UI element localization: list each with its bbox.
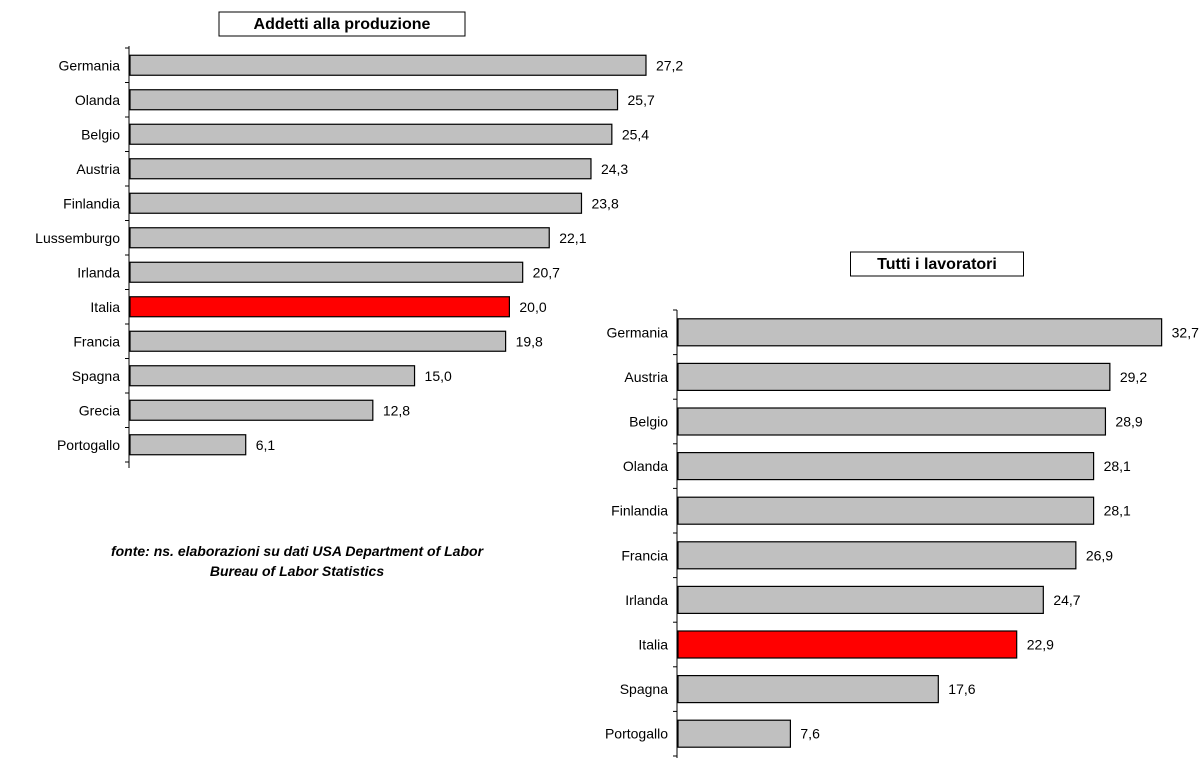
bar-spagna (677, 674, 939, 704)
bar-grecia (129, 399, 374, 421)
value-label-belgio: 28,9 (1115, 414, 1142, 430)
chart-title-box (218, 11, 466, 37)
value-label-finlandia: 23,8 (591, 195, 618, 211)
category-label-finlandia: Finlandia (611, 503, 668, 519)
bar-portogallo (677, 719, 792, 748)
category-label-lussemburgo: Lussemburgo (35, 230, 120, 246)
bar-spagna (129, 365, 416, 387)
category-label-spagna: Spagna (72, 368, 120, 384)
source-note-line-2: Bureau of Labor Statistics (209, 563, 385, 579)
category-label-francia: Francia (73, 333, 120, 349)
value-label-germania: 32,7 (1172, 324, 1199, 340)
category-label-austria: Austria (76, 161, 120, 177)
value-label-lussemburgo: 22,1 (559, 230, 586, 246)
value-label-austria: 24,3 (601, 161, 628, 177)
bar-italia (129, 296, 510, 318)
value-label-irlanda: 24,7 (1053, 592, 1080, 608)
source-note-line-1: fonte: ns. elaborazioni su dati USA Depa… (110, 543, 484, 559)
bar-francia (677, 541, 1077, 570)
bar-belgio (677, 407, 1107, 436)
bar-germania (677, 318, 1163, 347)
chart-title-box (850, 251, 1024, 277)
value-label-olanda: 28,1 (1104, 458, 1131, 474)
category-label-belgio: Belgio (629, 414, 668, 430)
bar-lussemburgo (129, 227, 550, 249)
category-label-portogallo: Portogallo (605, 726, 668, 742)
category-label-italia: Italia (638, 637, 668, 653)
chart-1: Addetti alla produzione Germania 27,2 Oland… (35, 11, 683, 468)
category-label-germania: Germania (59, 57, 121, 73)
category-label-spagna: Spagna (620, 681, 668, 697)
bar-italia (677, 630, 1018, 659)
value-label-italia: 22,9 (1027, 637, 1054, 653)
bar-portogallo (129, 434, 247, 456)
category-label-finlandia: Finlandia (63, 195, 120, 211)
value-label-spagna: 17,6 (948, 681, 975, 697)
bar-germania (129, 54, 647, 76)
category-label-olanda: Olanda (623, 458, 668, 474)
category-label-irlanda: Irlanda (625, 592, 668, 608)
value-label-francia: 19,8 (516, 333, 543, 349)
value-label-italia: 20,0 (519, 299, 546, 315)
bar-olanda (129, 89, 619, 111)
bar-olanda (677, 452, 1095, 481)
chart-title: Addetti alla produzione (254, 16, 431, 33)
chart-title: Tutti i lavoratori (877, 256, 997, 273)
category-label-francia: Francia (621, 547, 668, 563)
category-label-olanda: Olanda (75, 92, 120, 108)
category-label-belgio: Belgio (81, 126, 120, 142)
category-label-grecia: Grecia (79, 402, 120, 418)
bar-irlanda (677, 585, 1044, 615)
chart-2: Tutti i lavoratori Germania 32,7 Austria 29,… (605, 251, 1199, 758)
source-note: fonte: ns. elaborazioni su dati USA Depa… (20, 541, 574, 581)
category-label-austria: Austria (624, 369, 668, 385)
value-label-portogallo: 7,6 (800, 726, 820, 742)
value-label-belgio: 25,4 (622, 126, 649, 142)
bar-belgio (129, 123, 613, 145)
bar-finlandia (129, 192, 583, 214)
value-label-francia: 26,9 (1086, 547, 1113, 563)
bar-austria (677, 362, 1111, 391)
category-label-portogallo: Portogallo (57, 437, 120, 453)
value-label-irlanda: 20,7 (533, 264, 560, 280)
category-label-irlanda: Irlanda (77, 264, 120, 280)
value-label-finlandia: 28,1 (1104, 503, 1131, 519)
value-label-spagna: 15,0 (425, 368, 452, 384)
bar-francia (129, 330, 507, 352)
value-label-austria: 29,2 (1120, 369, 1147, 385)
bar-finlandia (677, 496, 1095, 525)
value-label-olanda: 25,7 (628, 92, 655, 108)
bar-austria (129, 158, 592, 180)
category-label-italia: Italia (90, 299, 120, 315)
value-label-germania: 27,2 (656, 57, 683, 73)
category-label-germania: Germania (607, 324, 669, 340)
bar-irlanda (129, 261, 524, 283)
value-label-grecia: 12,8 (383, 402, 410, 418)
value-label-portogallo: 6,1 (256, 437, 276, 453)
